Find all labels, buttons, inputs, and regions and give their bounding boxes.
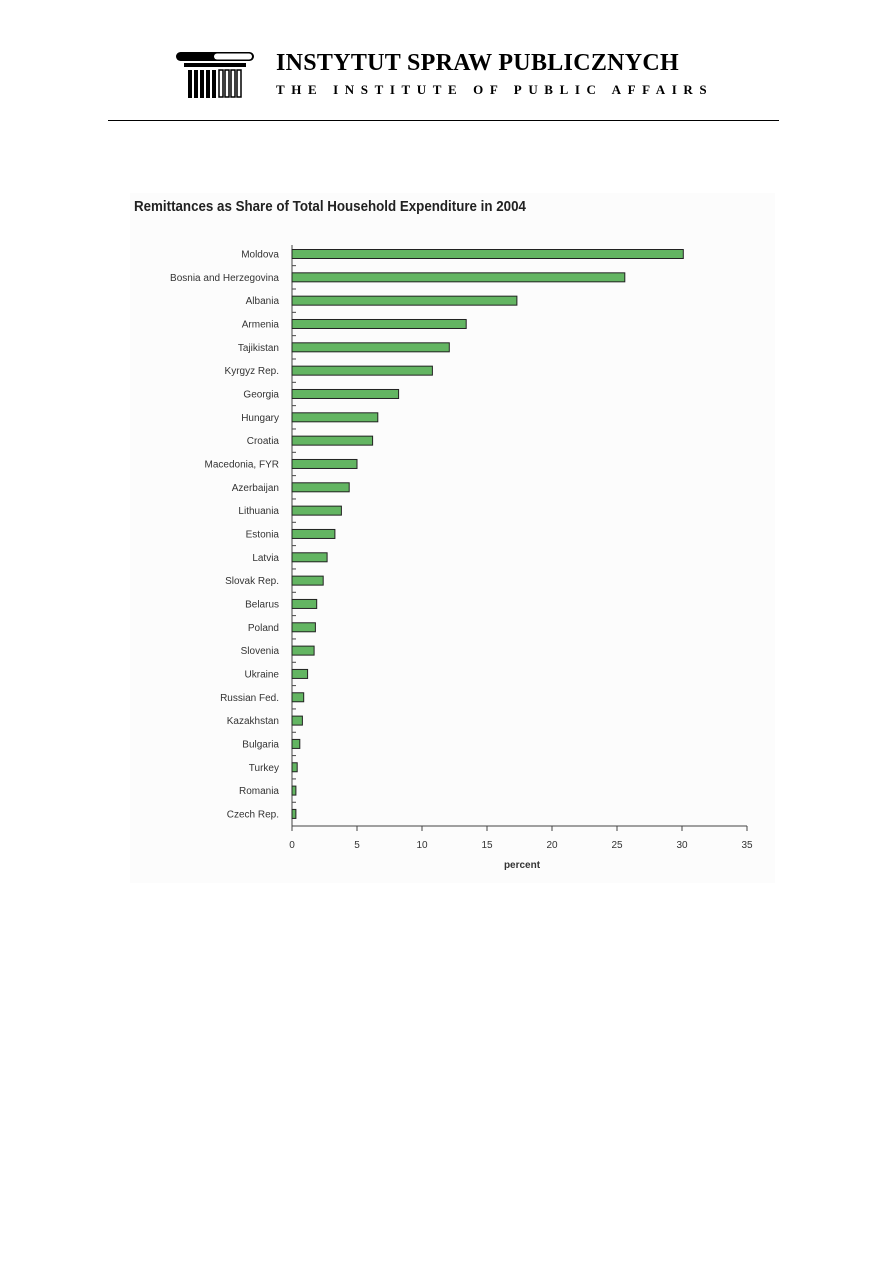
bar: [291, 668, 309, 679]
org-name: INSTYTUT SPRAW PUBLICZNYCH: [276, 50, 680, 76]
x-tick-label: 15: [481, 840, 493, 851]
x-axis-label: percent: [504, 860, 541, 871]
category-label: Bosnia and Herzegovina: [170, 273, 279, 284]
category-label: Lithuania: [238, 506, 279, 517]
bar: [291, 505, 342, 516]
bar: [291, 295, 518, 306]
bar: [291, 528, 336, 539]
category-label: Azerbaijan: [232, 483, 279, 494]
category-label: Slovak Rep.: [225, 576, 279, 587]
bar: [291, 388, 400, 399]
bar: [291, 575, 324, 586]
x-tick-label: 5: [354, 840, 360, 851]
chart-title: Remittances as Share of Total Household …: [134, 199, 526, 215]
org-name-en: THE INSTITUTE OF PUBLIC AFFAIRS: [276, 82, 714, 97]
x-tick-label: 30: [676, 840, 688, 851]
bar: [291, 645, 315, 656]
bar: [291, 808, 297, 819]
bar: [291, 435, 374, 446]
bar: [291, 458, 358, 469]
bar: [291, 552, 328, 563]
bar: [291, 482, 350, 493]
x-tick-label: 20: [546, 840, 558, 851]
category-label: Latvia: [252, 553, 279, 564]
category-label: Romania: [239, 786, 279, 797]
category-label: Russian Fed.: [220, 693, 279, 704]
column-capital-icon: [176, 52, 254, 98]
category-label: Moldova: [241, 250, 279, 261]
bar: [291, 598, 318, 609]
category-label: Czech Rep.: [227, 809, 279, 820]
category-label: Poland: [248, 623, 279, 634]
category-label: Armenia: [242, 319, 280, 330]
bar: [291, 365, 433, 376]
bar: [291, 785, 297, 796]
category-label: Tajikistan: [238, 343, 279, 354]
category-label: Belarus: [245, 599, 279, 610]
x-tick-label: 0: [289, 840, 295, 851]
x-tick-label: 10: [416, 840, 428, 851]
category-label: Bulgaria: [242, 739, 279, 750]
bar: [291, 692, 305, 703]
category-label: Macedonia, FYR: [205, 459, 279, 470]
header-divider: [108, 120, 779, 121]
bar: [291, 738, 301, 749]
category-label: Estonia: [246, 529, 280, 540]
category-label: Turkey: [249, 763, 279, 774]
bar: [291, 272, 626, 283]
chart-background: [130, 193, 775, 883]
category-label: Slovenia: [241, 646, 280, 657]
category-label: Ukraine: [245, 669, 280, 680]
bar: [291, 715, 303, 726]
bar: [291, 318, 467, 329]
category-label: Kazakhstan: [227, 716, 279, 727]
bar: [291, 412, 379, 423]
bar: [291, 249, 684, 259]
x-tick-label: 35: [741, 840, 753, 851]
category-label: Hungary: [241, 413, 279, 424]
category-label: Georgia: [243, 389, 279, 400]
category-label: Kyrgyz Rep.: [225, 366, 279, 377]
bar: [291, 622, 316, 633]
x-tick-label: 25: [611, 840, 623, 851]
category-label: Croatia: [247, 436, 280, 447]
bar: [291, 762, 298, 773]
category-label: Albania: [246, 296, 280, 307]
bar: [291, 342, 450, 353]
